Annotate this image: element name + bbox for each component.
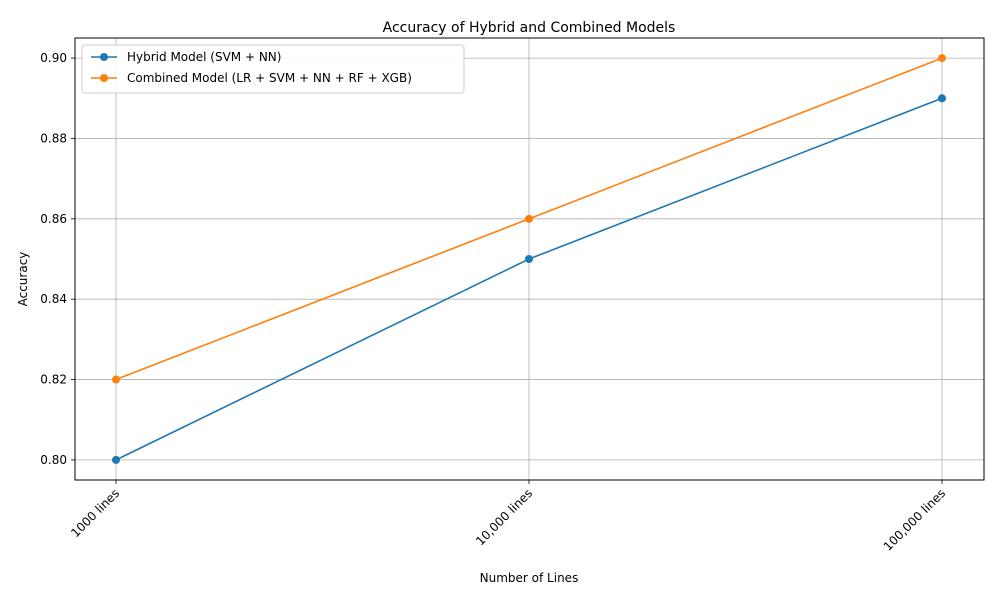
data-point-series-1 [938, 94, 946, 103]
data-point-series-2 [525, 214, 533, 223]
y-tick-label: 0.80 [40, 453, 67, 467]
y-tick-label: 0.86 [40, 212, 67, 226]
legend-box [81, 44, 465, 94]
data-point-series-2 [112, 375, 120, 384]
data-point-series-2 [938, 54, 946, 63]
y-axis-title: Accuracy [16, 252, 30, 307]
x-tick-label: 1000 lines [68, 486, 122, 540]
legend-label: Combined Model (LR + SVM + NN + RF + XGB… [127, 71, 412, 85]
y-tick-label: 0.90 [40, 51, 67, 65]
plot-frame [74, 37, 985, 481]
legend-label: Hybrid Model (SVM + NN) [127, 50, 281, 64]
y-axis-ticks: 0.80 0.82 0.84 0.86 0.88 0.90 [40, 51, 75, 467]
series-layer [112, 54, 946, 464]
y-tick-label: 0.82 [40, 373, 67, 387]
grid-lines [75, 38, 984, 480]
y-tick-label: 0.88 [40, 131, 67, 145]
legend-swatch-marker [100, 53, 108, 61]
y-tick-label: 0.84 [40, 292, 67, 306]
chart-title: Accuracy of Hybrid and Combined Models [383, 20, 676, 36]
x-axis-ticks: 1000 lines 10,000 lines 100,000 lines [68, 480, 948, 554]
legend-swatch-marker [100, 74, 108, 82]
x-tick-label: 10,000 lines [473, 486, 535, 548]
legend: Hybrid Model (SVM + NN) Combined Model (L… [81, 44, 465, 94]
x-axis-title: Number of Lines [480, 571, 579, 585]
data-point-series-1 [525, 255, 533, 263]
data-point-series-1 [112, 455, 120, 464]
x-tick-label: 100,000 lines [881, 486, 948, 553]
